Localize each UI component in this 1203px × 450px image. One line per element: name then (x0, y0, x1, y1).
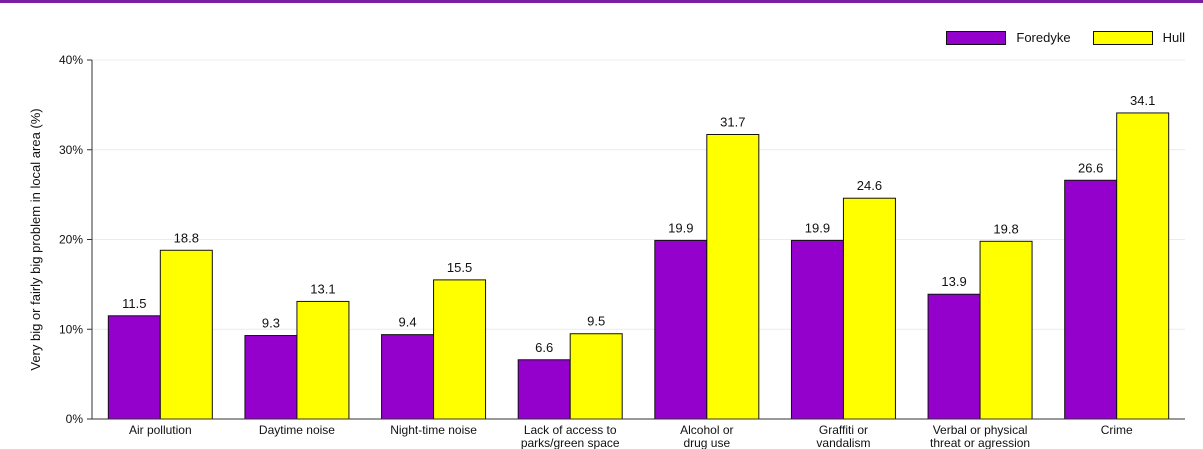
legend-label-hull: Hull (1162, 30, 1185, 45)
legend-label-foredyke: Foredyke (1016, 30, 1071, 45)
y-tick-label: 20% (59, 233, 83, 247)
x-tick-label: Lack of access to parks/green space (521, 423, 620, 450)
bar-foredyke-daytime-noise (244, 335, 298, 420)
data-label-hull: 15.5 (447, 260, 472, 275)
y-axis-title: Very big or fairly big problem in local … (28, 108, 43, 370)
data-label-foredyke: 19.9 (805, 220, 830, 235)
data-label-hull: 31.7 (720, 114, 745, 129)
y-tick-label: 10% (59, 322, 83, 336)
legend-swatch-hull (1092, 30, 1153, 45)
bar-foredyke-crime (1064, 179, 1118, 420)
bar-foredyke-night-time-noise (381, 334, 435, 420)
bar-hull-graffiti-or-vandalism (842, 197, 896, 420)
bar-foredyke-lack-of-access-to-parks-green-space (517, 359, 571, 420)
x-tick-label: Air pollution (129, 423, 192, 437)
bar-foredyke-air-pollution (107, 315, 161, 420)
data-label-hull: 24.6 (857, 178, 882, 193)
x-tick-label: Night-time noise (390, 423, 477, 437)
data-label-foredyke: 6.6 (535, 340, 553, 355)
bar-foredyke-verbal-or-physical-threat-or-agression (927, 293, 981, 420)
bar-chart: 0% 10% 20% 30% 40% Very big or fairly big pro… (28, 53, 1185, 450)
legend-item-foredyke: Foredyke (946, 30, 1071, 45)
legend-item-hull: Hull (1092, 30, 1185, 45)
data-label-hull: 19.8 (993, 221, 1018, 236)
x-tick-label: Graffiti or vandalism (816, 423, 870, 450)
data-label-foredyke: 9.4 (399, 315, 417, 330)
y-tick-label: 40% (59, 53, 83, 67)
data-label-foredyke: 11.5 (122, 296, 146, 311)
bar-hull-lack-of-access-to-parks-green-space (569, 333, 623, 420)
x-tick-label: Daytime noise (259, 423, 335, 437)
bar-hull-verbal-or-physical-threat-or-agression (979, 240, 1033, 420)
bar-hull-crime (1116, 112, 1170, 420)
x-tick-label: Alcohol or drug use (680, 423, 733, 450)
y-tick-label: 30% (59, 143, 83, 157)
x-tick-label: Verbal or physical threat or agression (930, 423, 1030, 450)
data-label-hull: 9.5 (587, 314, 605, 329)
legend-swatch-foredyke (946, 30, 1007, 45)
data-label-foredyke: 19.9 (668, 220, 693, 235)
bar-hull-night-time-noise (433, 279, 487, 420)
bar-hull-air-pollution (159, 249, 213, 420)
bar-foredyke-graffiti-or-vandalism (790, 239, 844, 420)
y-tick-label: 0% (66, 412, 84, 426)
data-label-hull: 34.1 (1130, 93, 1155, 108)
data-label-hull: 18.8 (174, 230, 199, 245)
bar-foredyke-alcohol-or-drug-use (654, 239, 708, 420)
data-label-hull: 13.1 (310, 281, 335, 296)
bar-hull-daytime-noise (296, 300, 350, 420)
data-label-foredyke: 13.9 (941, 274, 966, 289)
bar-hull-alcohol-or-drug-use (706, 133, 760, 420)
data-label-foredyke: 9.3 (262, 316, 280, 331)
x-tick-label: Crime (1101, 423, 1133, 437)
data-label-foredyke: 26.6 (1078, 160, 1103, 175)
chart-legend: Foredyke Hull (946, 30, 1185, 45)
